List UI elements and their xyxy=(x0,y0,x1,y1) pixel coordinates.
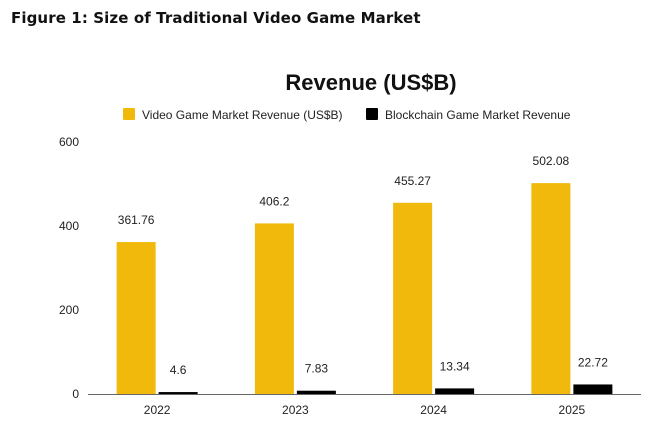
x-tick-label: 2025 xyxy=(559,403,586,417)
data-label: 7.83 xyxy=(305,362,329,376)
bar-video-game-2023 xyxy=(254,223,294,394)
data-labels: 361.76 4.6 406.2 7.83 455.27 13.34 502.08 22.72 xyxy=(118,154,608,377)
legend-label-blockchain-game: Blockchain Game Market Revenue xyxy=(385,108,571,122)
bar-video-game-2025 xyxy=(531,183,571,394)
bar-blockchain-game-2022 xyxy=(158,392,198,394)
legend: Video Game Market Revenue (US$B) Blockch… xyxy=(123,108,571,122)
y-axis: 0 200 400 600 xyxy=(59,135,79,401)
data-label: 361.76 xyxy=(118,213,155,227)
y-tick-label: 600 xyxy=(59,135,79,149)
y-tick-label: 400 xyxy=(59,219,79,233)
data-label: 502.08 xyxy=(533,154,570,168)
data-label: 455.27 xyxy=(394,174,431,188)
data-label: 22.72 xyxy=(578,355,608,369)
y-tick-label: 200 xyxy=(59,303,79,317)
bar-video-game-2024 xyxy=(393,202,433,394)
bar-blockchain-game-2025 xyxy=(573,384,613,394)
y-tick-label: 0 xyxy=(72,387,79,401)
bar-video-game-2022 xyxy=(116,242,156,394)
x-tick-label: 2022 xyxy=(144,403,171,417)
legend-swatch-video-game xyxy=(123,108,135,120)
data-label: 4.6 xyxy=(170,363,187,377)
data-label: 406.2 xyxy=(259,194,289,208)
bars xyxy=(116,183,613,394)
bar-blockchain-game-2023 xyxy=(296,390,336,394)
x-axis: 2022 2023 2024 2025 xyxy=(144,403,586,417)
x-tick-label: 2024 xyxy=(420,403,447,417)
x-tick-label: 2023 xyxy=(282,403,309,417)
legend-swatch-blockchain-game xyxy=(366,108,378,120)
data-label: 13.34 xyxy=(440,359,470,373)
legend-label-video-game: Video Game Market Revenue (US$B) xyxy=(142,108,343,122)
figure-heading: Figure 1: Size of Traditional Video Game… xyxy=(11,9,421,27)
chart-title: Revenue (US$B) xyxy=(285,70,456,95)
bar-blockchain-game-2024 xyxy=(435,388,475,394)
